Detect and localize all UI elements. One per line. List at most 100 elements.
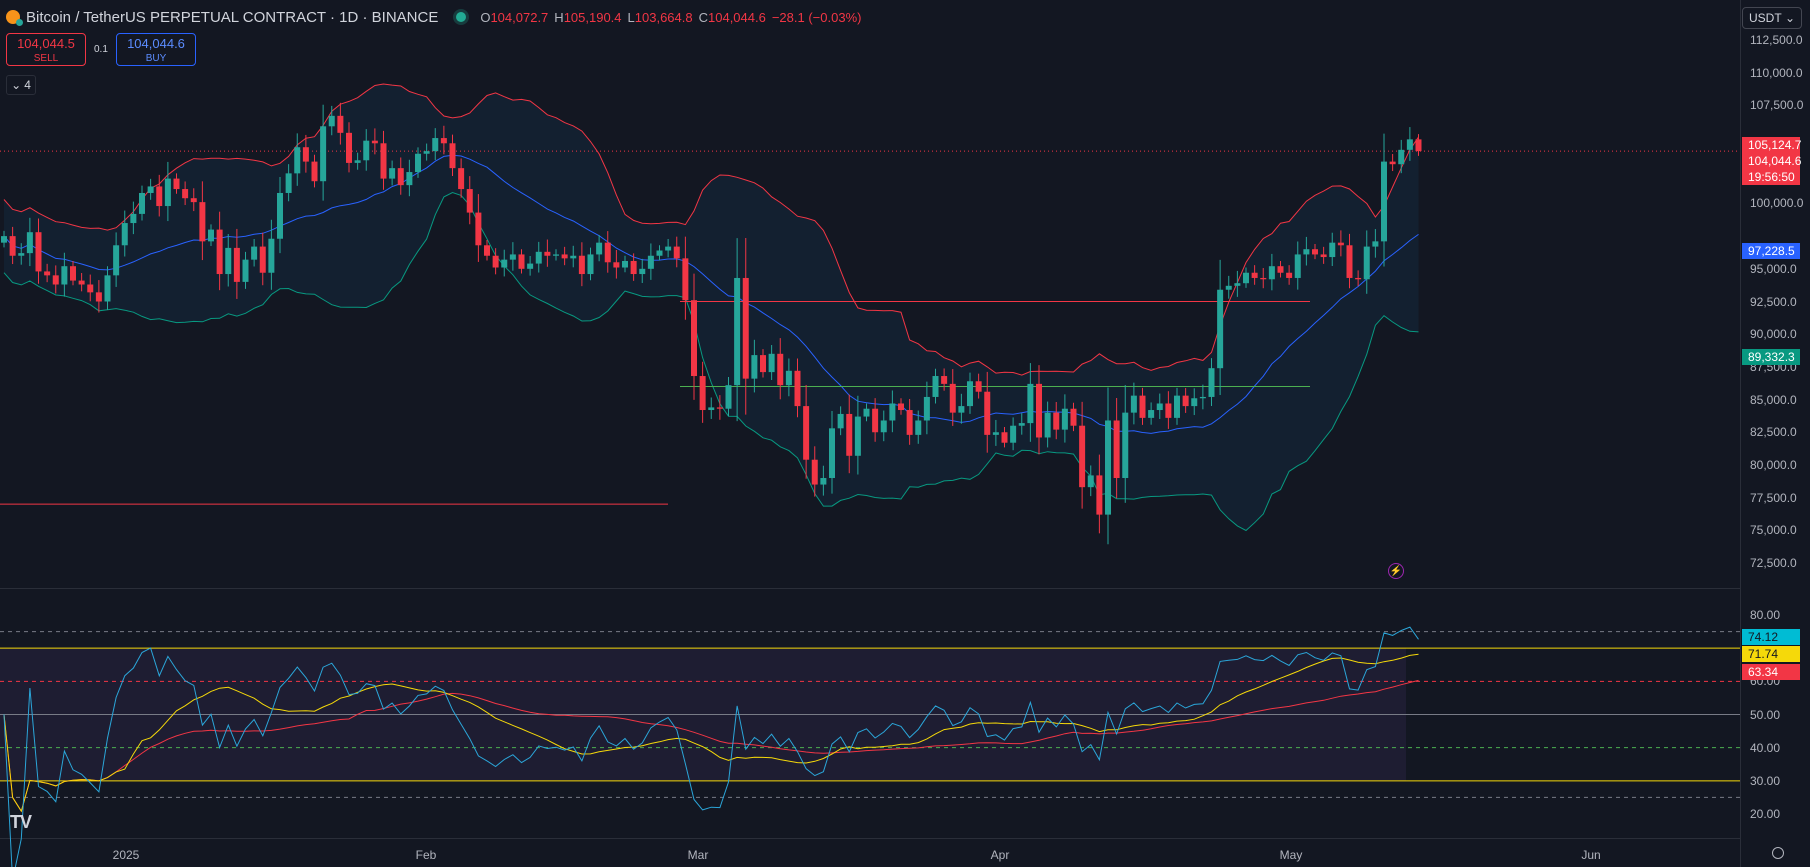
candle-body xyxy=(389,168,396,179)
ohlc-low: L103,664.8 xyxy=(627,9,693,25)
candle-body xyxy=(1053,412,1060,430)
candle-body xyxy=(622,260,628,268)
candle-body xyxy=(130,213,137,224)
symbol-title[interactable]: Bitcoin / TetherUS PERPETUAL CONTRACT · … xyxy=(26,8,439,26)
candle-body xyxy=(52,275,59,285)
candle-body xyxy=(527,263,534,269)
candle-body xyxy=(863,408,870,417)
currency-select[interactable]: USDT ⌄ xyxy=(1742,7,1802,29)
candle-body xyxy=(501,259,508,268)
candle-body xyxy=(1234,283,1241,286)
candle-body xyxy=(1105,420,1111,515)
candle-body xyxy=(251,246,258,260)
buy-button[interactable]: 104,044.6 BUY xyxy=(116,33,196,66)
tradingview-logo: TV xyxy=(10,812,32,832)
candle-body xyxy=(104,275,111,302)
candle-body xyxy=(484,245,490,256)
candle-body xyxy=(794,370,801,407)
candle-body xyxy=(78,280,85,285)
candle-body xyxy=(596,242,603,255)
candle-body xyxy=(673,246,680,259)
candle-body xyxy=(164,178,171,207)
time-tick: 2025 xyxy=(112,848,140,862)
candle-body xyxy=(1174,395,1180,418)
candle-body xyxy=(932,376,939,397)
candle-body xyxy=(889,403,896,421)
candle-body xyxy=(337,115,344,133)
candle-body xyxy=(553,254,559,256)
candle-body xyxy=(1027,383,1034,424)
candle-body xyxy=(1156,403,1163,411)
candle-body xyxy=(1001,432,1008,443)
candle-body xyxy=(630,260,637,275)
candle-body xyxy=(587,254,594,275)
price-tick: 80,000.0 xyxy=(1750,457,1797,472)
indicators-toggle[interactable]: ⌄ 4 xyxy=(6,75,36,95)
candle-body xyxy=(1010,425,1017,443)
candle-body xyxy=(975,381,982,392)
candle-body xyxy=(604,242,611,263)
candle-body xyxy=(1294,254,1301,278)
buy-label: BUY xyxy=(145,53,167,64)
candle-body xyxy=(518,254,525,269)
candle-body xyxy=(1398,149,1405,165)
chart-legend: Bitcoin / TetherUS PERPETUAL CONTRACT · … xyxy=(6,7,861,27)
candle-body xyxy=(268,238,275,273)
candle-body xyxy=(544,251,551,256)
candle-body xyxy=(777,353,784,386)
candle-body xyxy=(1320,254,1327,258)
price-tick: 110,000.0 xyxy=(1750,65,1803,80)
candle-body xyxy=(1113,420,1120,479)
bitcoin-icon xyxy=(6,10,23,26)
countdown-label: 19:56:50 xyxy=(1742,169,1800,185)
candle-body xyxy=(751,355,758,379)
candle-body xyxy=(277,192,283,239)
flash-icon[interactable]: ⚡ xyxy=(1388,563,1404,579)
basis-label: 97,228.5 xyxy=(1742,243,1800,259)
candle-body xyxy=(1036,383,1042,438)
candle-body xyxy=(760,355,766,373)
candle-body xyxy=(872,408,879,433)
candle-body xyxy=(285,173,292,193)
candle-body xyxy=(1363,246,1370,280)
candle-body xyxy=(656,250,663,256)
rsi-value-label: 74.12 xyxy=(1742,629,1800,645)
rsi-ma-line xyxy=(3,653,1419,813)
candle-body xyxy=(1260,277,1267,280)
candle-body xyxy=(1079,425,1086,488)
candle-body xyxy=(466,189,473,213)
candle-body xyxy=(423,151,430,154)
candle-body xyxy=(397,168,404,186)
candle-body xyxy=(716,407,723,409)
candle-body xyxy=(570,255,577,259)
candle-body xyxy=(509,254,516,260)
candle-body xyxy=(1130,395,1137,413)
candle-body xyxy=(561,254,568,259)
candle-body xyxy=(242,259,249,282)
candle-body xyxy=(415,153,421,173)
candle-body xyxy=(992,432,999,435)
price-tick: 77,500.0 xyxy=(1750,490,1797,505)
candle-body xyxy=(18,253,25,256)
candle-body xyxy=(742,277,749,379)
upper-band-label: 105,124.7 xyxy=(1742,137,1801,153)
sell-button[interactable]: 104,044.5 SELL xyxy=(6,33,86,66)
candle-body xyxy=(147,186,154,193)
candle-body xyxy=(898,403,904,411)
candle-body xyxy=(182,189,189,199)
price-tick: 100,000.0 xyxy=(1750,196,1804,211)
candle-body xyxy=(880,420,887,433)
candle-body xyxy=(346,132,352,163)
candle-body xyxy=(1,236,7,243)
candle-body xyxy=(699,376,706,411)
candle-body xyxy=(139,192,145,214)
gear-icon[interactable] xyxy=(1772,847,1784,859)
candle-body xyxy=(380,143,387,179)
candle-body xyxy=(1182,395,1189,407)
candle-body xyxy=(302,147,309,162)
candle-body xyxy=(208,229,214,242)
rsi-tick: 80.00 xyxy=(1750,608,1781,622)
candle-body xyxy=(1251,272,1258,278)
price-tick: 90,000.0 xyxy=(1750,327,1797,342)
